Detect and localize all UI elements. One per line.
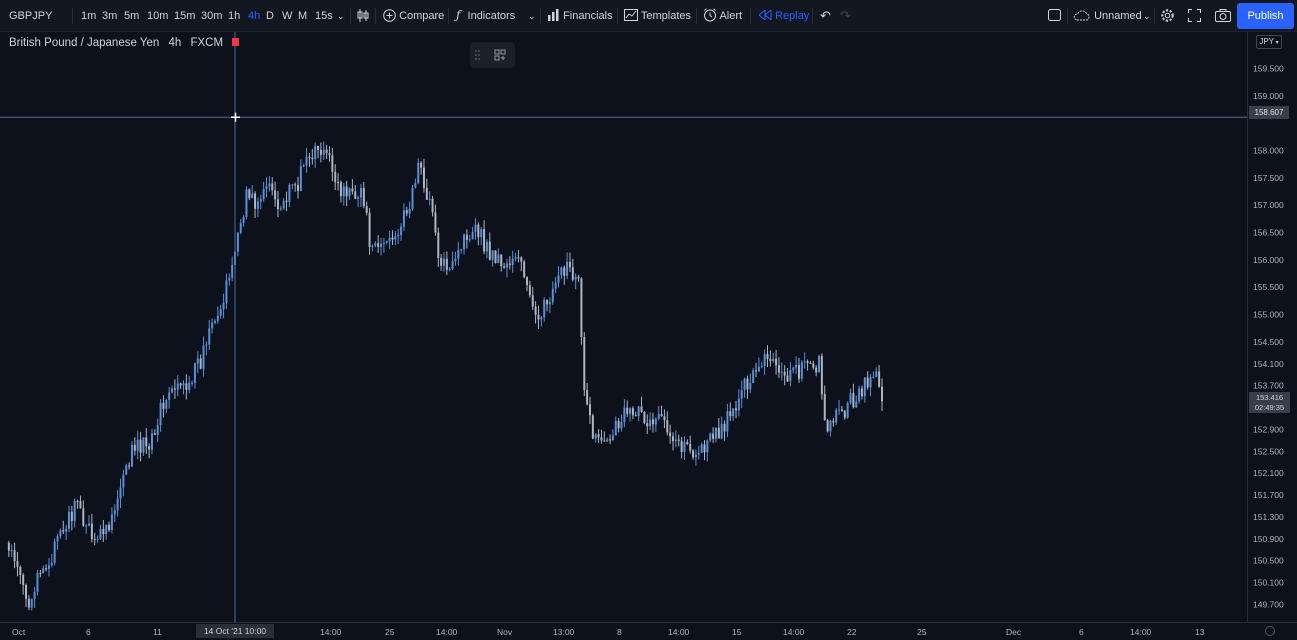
timeframe-1h[interactable]: 1h bbox=[228, 10, 241, 22]
alert-icon bbox=[704, 8, 716, 22]
square-icon bbox=[1048, 9, 1061, 22]
toggle-panel-button[interactable] bbox=[1048, 0, 1061, 32]
layout-grid-icon[interactable] bbox=[494, 49, 506, 61]
toolbar-divider bbox=[617, 8, 618, 24]
symbol-search-button[interactable]: GBPJPY bbox=[9, 10, 53, 22]
chart-pane[interactable] bbox=[0, 32, 1247, 622]
cloud-icon bbox=[1073, 10, 1090, 21]
redo-icon[interactable]: ↷ bbox=[840, 8, 851, 23]
crosshair-price-label: 158.607 bbox=[1249, 106, 1289, 119]
floating-toolbar-graphic bbox=[475, 49, 506, 61]
settings-icon[interactable] bbox=[1265, 626, 1275, 636]
camera-icon bbox=[1215, 8, 1231, 22]
indicators-label: Indicators bbox=[467, 10, 516, 22]
indicators-button[interactable]: ƒ Indicators bbox=[456, 0, 515, 32]
timeframe-d[interactable]: D bbox=[266, 10, 274, 22]
toolbar-divider bbox=[350, 8, 351, 24]
top-toolbar: GBPJPY 1m 3m 5m 10m 15m 30m 1h 4h D W M … bbox=[0, 0, 1297, 32]
timeframe-w[interactable]: W bbox=[282, 10, 293, 22]
chart-type-button[interactable] bbox=[357, 0, 369, 32]
fullscreen-icon bbox=[1188, 8, 1201, 22]
layout-dropdown-chevron-icon[interactable]: ⌄ bbox=[1143, 11, 1151, 21]
indicators-icon: ƒ bbox=[456, 8, 461, 23]
templates-button[interactable]: Templates bbox=[624, 0, 691, 32]
currency-chevron-icon: ▾ bbox=[1273, 40, 1279, 46]
toolbar-divider bbox=[1154, 8, 1155, 24]
toolbar-divider bbox=[750, 8, 751, 24]
undo-icon[interactable]: ↶ bbox=[820, 8, 831, 23]
timeframe-15s[interactable]: 15s bbox=[315, 10, 333, 22]
fullscreen-button[interactable] bbox=[1188, 0, 1201, 32]
compare-label: Compare bbox=[399, 10, 445, 22]
layout-name-button[interactable]: Unnamed bbox=[1073, 0, 1142, 32]
bar-countdown: 02:49:35 bbox=[1254, 403, 1285, 412]
timeframe-3m[interactable]: 3m bbox=[102, 10, 118, 22]
toolbar-divider bbox=[72, 8, 73, 24]
timeframe-10m[interactable]: 10m bbox=[147, 10, 169, 22]
last-price-value: 153.416 bbox=[1255, 393, 1284, 402]
timeframe-4h[interactable]: 4h bbox=[248, 10, 261, 22]
indicators-dropdown-chevron-icon[interactable]: ⌄ bbox=[528, 11, 536, 21]
currency-selector[interactable]: JPY ▾ bbox=[1256, 35, 1282, 49]
toolbar-divider bbox=[375, 8, 376, 24]
compare-plus-icon bbox=[383, 8, 396, 22]
financials-button[interactable]: Financials bbox=[547, 0, 613, 32]
gear-icon bbox=[1161, 8, 1174, 22]
crosshair-time-label: 14 Oct '21 10:00 bbox=[196, 624, 274, 638]
floating-drawing-toolbar[interactable] bbox=[470, 42, 515, 68]
financials-label: Financials bbox=[563, 10, 613, 22]
candles-icon bbox=[357, 8, 369, 22]
timeframe-5m[interactable]: 5m bbox=[124, 10, 140, 22]
timeframe-30m[interactable]: 30m bbox=[201, 10, 223, 22]
replay-button[interactable]: Replay bbox=[759, 0, 809, 32]
legend-exchange[interactable]: FXCM bbox=[190, 37, 224, 49]
timeframe-m[interactable]: M bbox=[298, 10, 308, 22]
currency-label: JPY bbox=[1259, 37, 1274, 46]
alert-button[interactable]: Alert bbox=[703, 0, 742, 32]
templates-label: Templates bbox=[640, 10, 691, 22]
drag-handle-icon bbox=[475, 50, 480, 60]
replay-icon bbox=[759, 10, 772, 21]
timeframe-15m[interactable]: 15m bbox=[174, 10, 196, 22]
toolbar-divider bbox=[448, 8, 449, 24]
price-scale[interactable] bbox=[1247, 32, 1297, 622]
timeframe-1m[interactable]: 1m bbox=[81, 10, 97, 22]
financials-icon bbox=[548, 9, 559, 22]
alert-label: Alert bbox=[719, 10, 743, 22]
toolbar-divider bbox=[812, 8, 813, 24]
templates-icon bbox=[624, 9, 638, 22]
time-scale[interactable] bbox=[0, 622, 1297, 640]
symbol-legend: British Pound / Japanese Yen 4h FXCM bbox=[9, 37, 245, 49]
publish-button[interactable]: Publish bbox=[1237, 3, 1294, 29]
replay-label: Replay bbox=[775, 10, 810, 22]
layout-name-label: Unnamed bbox=[1094, 10, 1142, 22]
toolbar-divider bbox=[540, 8, 541, 24]
chart-settings-button[interactable] bbox=[1160, 0, 1175, 32]
snapshot-button[interactable] bbox=[1215, 0, 1231, 32]
last-price-label: 153.416 02:49:35 bbox=[1249, 392, 1290, 413]
legend-symbol-name[interactable]: British Pound / Japanese Yen bbox=[9, 37, 160, 49]
compare-button[interactable]: Compare bbox=[383, 0, 444, 32]
toolbar-divider bbox=[1067, 8, 1068, 24]
toolbar-divider bbox=[696, 8, 697, 24]
legend-interval[interactable]: 4h bbox=[168, 37, 182, 49]
timeframe-dropdown-chevron-icon[interactable]: ⌄ bbox=[337, 11, 345, 21]
market-status-flag-icon bbox=[232, 37, 240, 46]
